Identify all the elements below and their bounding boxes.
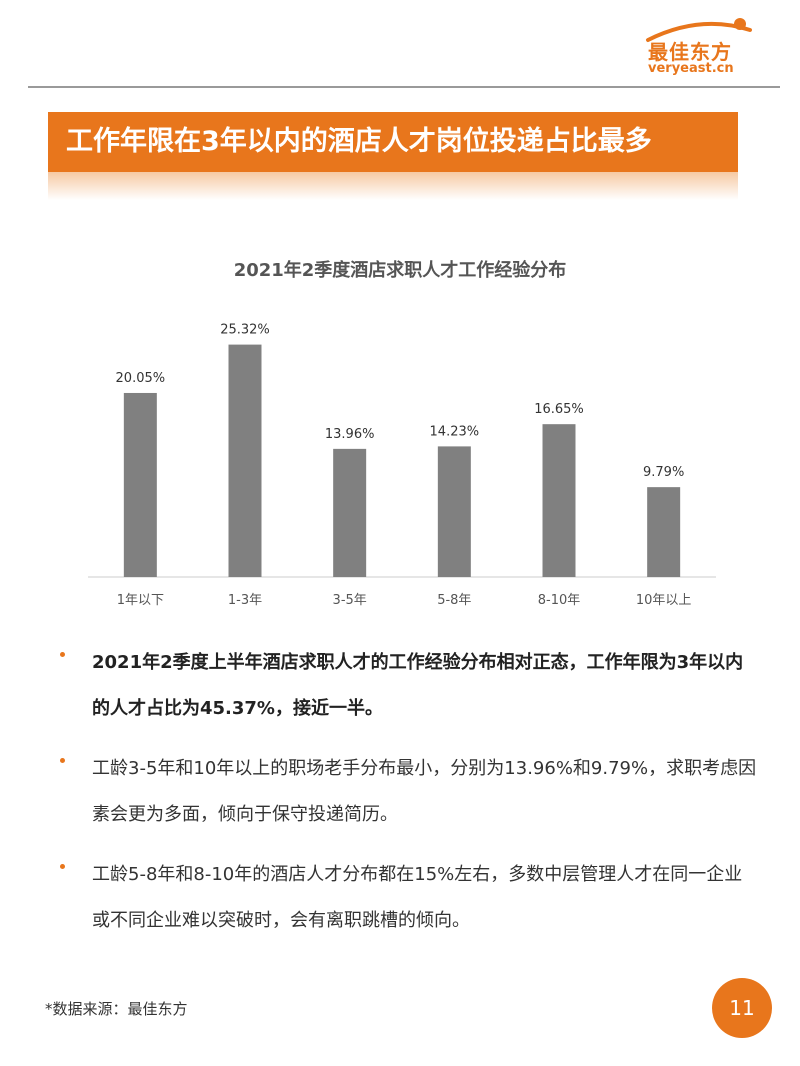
- x-tick-label: 1-3年: [228, 593, 262, 608]
- bullet-text: 2021年2季度上半年酒店求职人才的工作经验分布相对正态，工作年限为3年以内的人…: [92, 652, 744, 719]
- page-number: 11: [712, 978, 772, 1038]
- data-label: 16.65%: [534, 402, 584, 417]
- data-label: 9.79%: [643, 465, 684, 480]
- header-divider: [28, 86, 780, 88]
- logo-arc-icon: [646, 18, 752, 42]
- bar: [647, 487, 681, 577]
- bullet-text: 工龄3-5年和10年以上的职场老手分布最小，分别为13.96%和9.79%，求职…: [92, 758, 757, 825]
- bar: [437, 446, 471, 577]
- data-source-note: *数据来源：最佳东方: [45, 1000, 188, 1018]
- banner-shadow: [48, 172, 738, 200]
- data-label: 25.32%: [220, 323, 270, 338]
- bar: [123, 392, 157, 577]
- x-tick-label: 5-8年: [437, 593, 471, 608]
- x-tick-label: 10年以上: [636, 593, 692, 608]
- x-tick-label: 3-5年: [333, 593, 367, 608]
- bullet-item: 工龄5-8年和8-10年的酒店人才分布都在15%左右，多数中层管理人才在同一企业…: [60, 852, 760, 944]
- bar: [228, 344, 262, 577]
- data-label: 14.23%: [430, 424, 480, 439]
- logo: 最佳东方 veryeast.cn: [640, 14, 770, 78]
- bullet-text: 工龄5-8年和8-10年的酒店人才分布都在15%左右，多数中层管理人才在同一企业…: [92, 864, 743, 931]
- bullet-dot-icon: [60, 652, 65, 657]
- bullet-list: 2021年2季度上半年酒店求职人才的工作经验分布相对正态，工作年限为3年以内的人…: [60, 640, 760, 958]
- bullet-dot-icon: [60, 864, 65, 869]
- bullet-item: 工龄3-5年和10年以上的职场老手分布最小，分别为13.96%和9.79%，求职…: [60, 746, 760, 838]
- chart-title: 2021年2季度酒店求职人才工作经验分布: [233, 260, 567, 281]
- x-tick-label: 8-10年: [538, 593, 581, 608]
- bar: [542, 424, 576, 577]
- data-label: 20.05%: [116, 371, 166, 386]
- bullet-item: 2021年2季度上半年酒店求职人才的工作经验分布相对正态，工作年限为3年以内的人…: [60, 640, 760, 732]
- section-banner: 工作年限在3年以内的酒店人才岗位投递占比最多: [48, 112, 738, 172]
- logo-name: 最佳东方: [648, 40, 732, 64]
- data-label: 13.96%: [325, 427, 375, 442]
- bar: [333, 448, 367, 577]
- bullet-dot-icon: [60, 758, 65, 763]
- banner-title: 工作年限在3年以内的酒店人才岗位投递占比最多: [66, 126, 652, 157]
- x-tick-label: 1年以下: [117, 593, 164, 608]
- bar-chart: 20.05% 1年以下 25.32% 1-3年 13.96% 3-5年 14.23% 5-8年…: [88, 323, 716, 608]
- logo-url: veryeast.cn: [648, 61, 734, 76]
